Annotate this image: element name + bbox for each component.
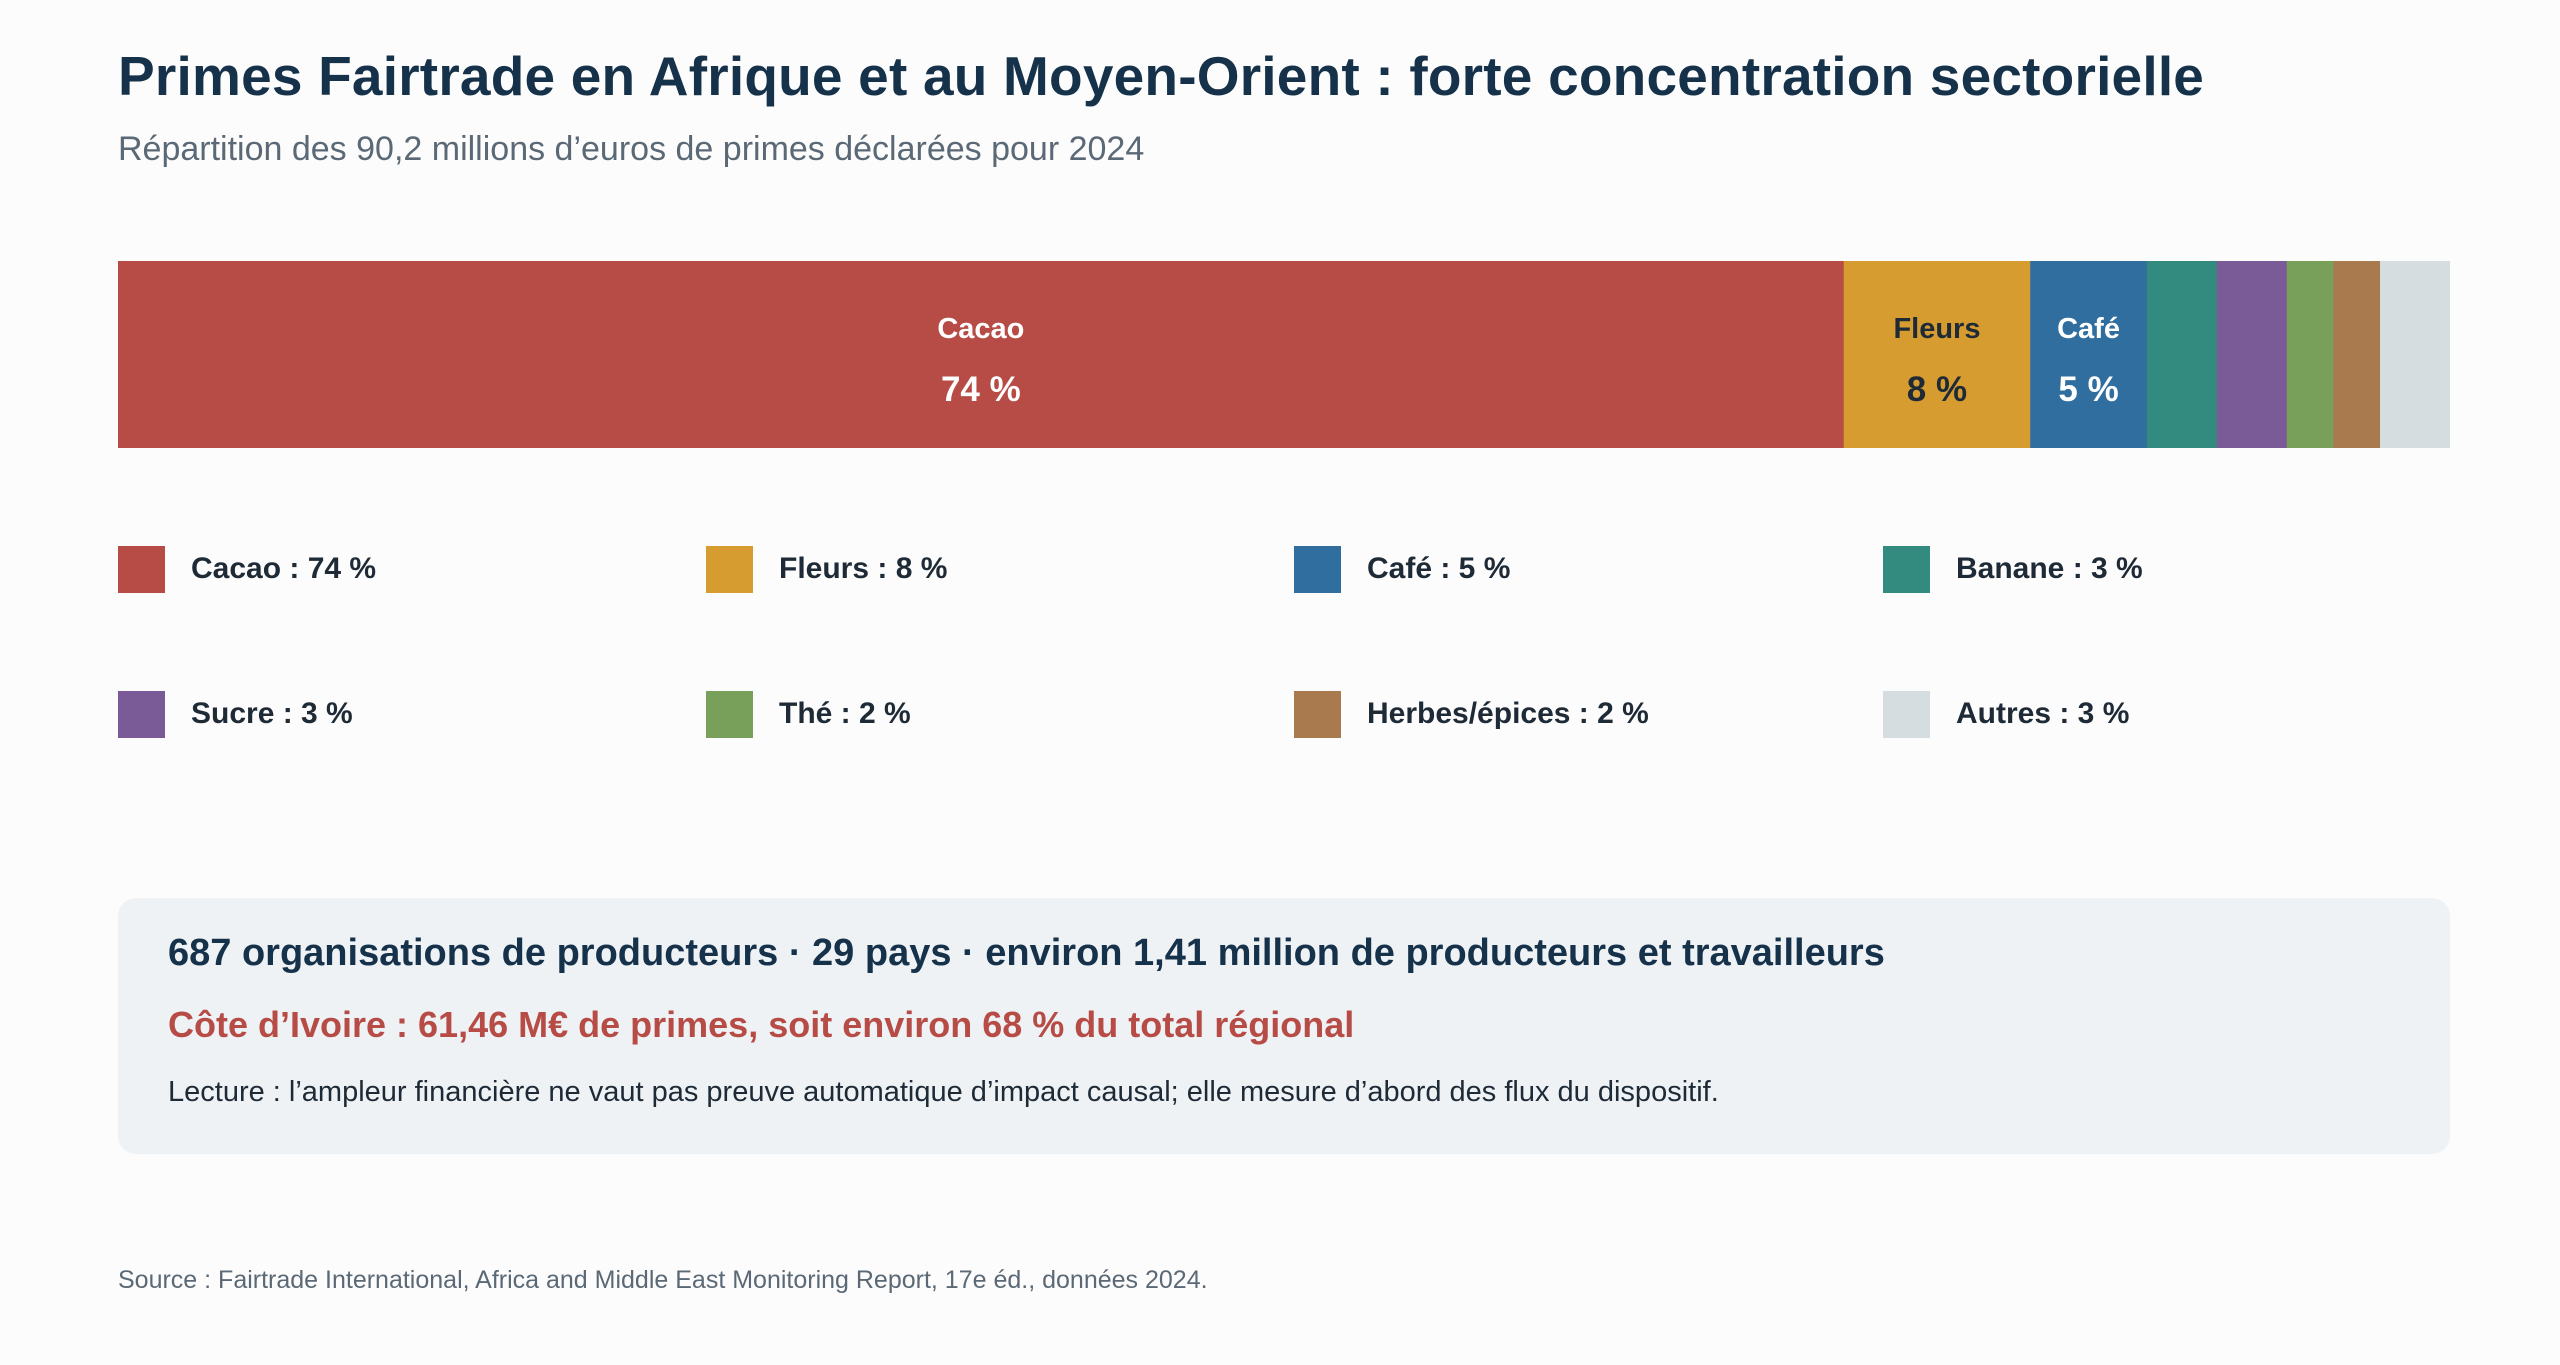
legend-swatch-banane	[1883, 545, 1930, 593]
chart-title: Primes Fairtrade en Afrique et au Moyen-…	[118, 45, 2205, 107]
segment-value-cafe: 5 %	[2058, 370, 2118, 409]
legend-item-herbes-epices: Herbes/épices : 2 %	[1294, 690, 1649, 738]
legend-label-banane: Banane : 3 %	[1956, 552, 2143, 585]
chart-page: Primes Fairtrade en Afrique et au Moyen-…	[118, 0, 2450, 1365]
bar-segment-sucre	[2216, 261, 2288, 448]
legend-label-cacao: Cacao : 74 %	[191, 552, 377, 585]
legend-swatch-herbes-epices	[1294, 690, 1341, 738]
legend-item-autres: Autres : 3 %	[1883, 690, 2129, 738]
legend-swatch-sucre	[118, 690, 165, 738]
bar-segment-herbes-epices	[2333, 261, 2381, 448]
legend-item-sucre: Sucre : 3 %	[118, 690, 353, 738]
legend-item-fleurs: Fleurs : 8 %	[706, 545, 947, 593]
info-highlight: Côte d’Ivoire : 61,46 M€ de primes, soit…	[168, 1004, 1355, 1045]
bar-segment-cafe	[2030, 261, 2148, 448]
segment-value-fleurs: 8 %	[1907, 370, 1967, 409]
info-reading-note: Lecture : l’ampleur financière ne vaut p…	[168, 1076, 1719, 1108]
legend-item-cacao: Cacao : 74 %	[118, 545, 376, 593]
legend-label-herbes-epices: Herbes/épices : 2 %	[1367, 697, 1649, 730]
legend-swatch-autres	[1883, 690, 1930, 738]
segment-label-cafe: Café	[2057, 313, 2120, 345]
legend-swatch-cacao	[118, 545, 165, 593]
stacked-bar-svg: Cacao 74 % Fleurs 8 % Café 5 %	[118, 261, 2450, 448]
bar-segment-the	[2286, 261, 2334, 448]
bar-segment-cacao	[118, 261, 1845, 448]
legend-label-the: Thé : 2 %	[779, 697, 911, 730]
legend-label-cafe: Café : 5 %	[1367, 552, 1511, 585]
bar-segment-fleurs	[1843, 261, 2031, 448]
legend-item-cafe: Café : 5 %	[1294, 545, 1510, 593]
segment-label-fleurs: Fleurs	[1893, 313, 1980, 345]
segment-label-cacao: Cacao	[937, 313, 1024, 345]
legend-label-autres: Autres : 3 %	[1956, 697, 2130, 730]
legend-label-sucre: Sucre : 3 %	[191, 697, 353, 730]
chart-subtitle: Répartition des 90,2 millions d’euros de…	[118, 130, 1145, 168]
legend-item-the: Thé : 2 %	[706, 690, 911, 738]
info-main-stats: 687 organisations de producteurs · 29 pa…	[168, 932, 1885, 974]
source-note: Source : Fairtrade International, Africa…	[118, 1266, 1208, 1294]
bar-segment-banane	[2146, 261, 2218, 448]
legend-swatch-cafe	[1294, 545, 1341, 593]
legend-swatch-fleurs	[706, 545, 753, 593]
legend-label-fleurs: Fleurs : 8 %	[779, 552, 948, 585]
info-box: 687 organisations de producteurs · 29 pa…	[118, 898, 2450, 1154]
bar-segment-autres	[2380, 261, 2450, 448]
chart-legend: Cacao : 74 % Fleurs : 8 % Café : 5 % Banane…	[118, 545, 2450, 740]
stacked-bar: Cacao 74 % Fleurs 8 % Café 5 %	[118, 261, 2450, 448]
legend-item-banane: Banane : 3 %	[1883, 545, 2143, 593]
segment-value-cacao: 74 %	[941, 370, 1021, 409]
legend-swatch-the	[706, 690, 753, 738]
